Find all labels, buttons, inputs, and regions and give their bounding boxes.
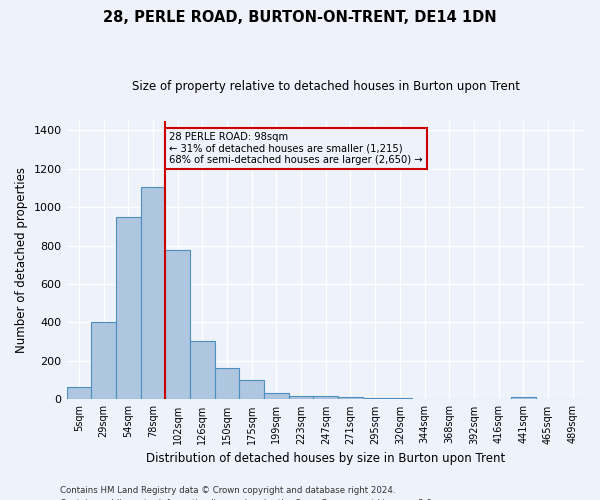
Bar [215, 368, 239, 400]
Bar [91, 322, 116, 400]
Title: Size of property relative to detached houses in Burton upon Trent: Size of property relative to detached ho… [132, 80, 520, 93]
Bar [140, 187, 165, 400]
Bar [116, 216, 140, 400]
Bar [313, 396, 338, 400]
Bar [165, 250, 190, 400]
Text: Contains HM Land Registry data © Crown copyright and database right 2024.: Contains HM Land Registry data © Crown c… [60, 486, 395, 495]
Text: 28, PERLE ROAD, BURTON-ON-TRENT, DE14 1DN: 28, PERLE ROAD, BURTON-ON-TRENT, DE14 1D… [103, 10, 497, 25]
Bar [338, 397, 363, 400]
Bar [239, 380, 264, 400]
Bar [67, 387, 91, 400]
Bar [363, 398, 388, 400]
X-axis label: Distribution of detached houses by size in Burton upon Trent: Distribution of detached houses by size … [146, 452, 505, 465]
Bar [264, 392, 289, 400]
Bar [190, 341, 215, 400]
Bar [511, 397, 536, 400]
Bar [388, 398, 412, 400]
Text: 28 PERLE ROAD: 98sqm
← 31% of detached houses are smaller (1,215)
68% of semi-de: 28 PERLE ROAD: 98sqm ← 31% of detached h… [169, 132, 422, 165]
Text: Contains public sector information licensed under the Open Government Licence v3: Contains public sector information licen… [60, 498, 434, 500]
Y-axis label: Number of detached properties: Number of detached properties [15, 167, 28, 353]
Bar [289, 396, 313, 400]
